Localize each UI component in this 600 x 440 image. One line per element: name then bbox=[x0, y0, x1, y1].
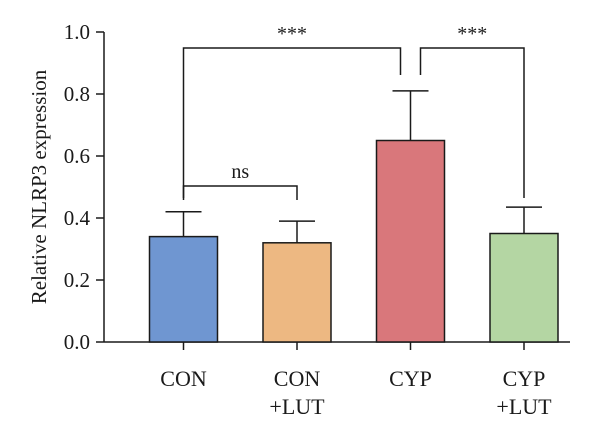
y-axis-title: Relative NLRP3 expression bbox=[27, 69, 51, 304]
error-bars bbox=[165, 90, 542, 243]
x-category-label: CYP bbox=[389, 366, 432, 391]
x-axis-labels: CON CON +LUT CYP CYP +LUT bbox=[160, 366, 552, 419]
significance-bracket-1 bbox=[182, 47, 402, 198]
bar-3 bbox=[489, 232, 559, 343]
significance-bracket-2 bbox=[419, 47, 525, 198]
y-tick-label: 0.4 bbox=[64, 206, 91, 230]
bar-1 bbox=[262, 242, 332, 343]
bar-2 bbox=[375, 139, 446, 343]
x-category-label: CON bbox=[274, 366, 321, 391]
bar-0 bbox=[148, 235, 219, 343]
significance-label-0: ns bbox=[231, 161, 249, 183]
x-category-label: CON bbox=[160, 366, 207, 391]
y-tick-label: 0.0 bbox=[64, 330, 90, 354]
significance-label-1: *** bbox=[277, 23, 307, 45]
axes: 0.0 0.2 0.4 0.6 0.8 1.0 bbox=[64, 20, 570, 354]
significance-brackets: ns *** *** bbox=[182, 23, 525, 200]
y-tick-label: 0.8 bbox=[64, 82, 90, 106]
y-tick-label: 0.6 bbox=[64, 144, 90, 168]
x-category-label: +LUT bbox=[496, 394, 552, 419]
y-tick-label: 1.0 bbox=[64, 20, 90, 44]
significance-bracket-0 bbox=[182, 185, 298, 200]
bars bbox=[148, 139, 559, 343]
significance-label-2: *** bbox=[457, 23, 487, 45]
y-tick-label: 0.2 bbox=[64, 268, 90, 292]
x-category-label: CYP bbox=[503, 366, 546, 391]
x-category-label: +LUT bbox=[269, 394, 325, 419]
